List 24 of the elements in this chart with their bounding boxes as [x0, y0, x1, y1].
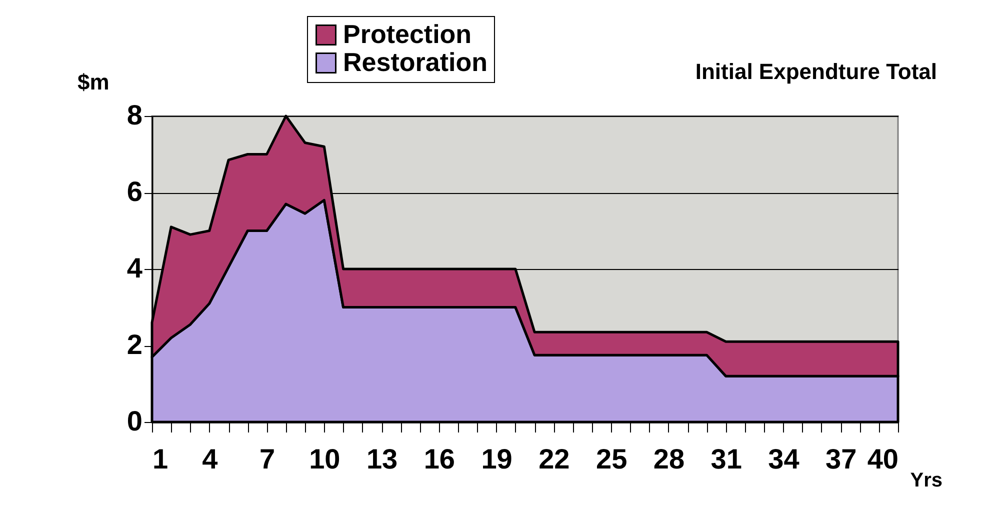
y-tick-label: 0	[126, 406, 142, 436]
x-tick-label: 10	[309, 444, 340, 474]
y-tick-label: 4	[126, 252, 143, 284]
x-tick-label: 25	[596, 444, 628, 474]
legend-label: Restoration	[343, 47, 488, 77]
y-tick-label: 2	[126, 329, 142, 360]
y-tick-label: 8	[126, 100, 142, 130]
x-tick-label: 34	[768, 444, 800, 474]
x-tick-label: 31	[710, 444, 742, 474]
x-tick-label: 19	[481, 444, 512, 474]
chart-title: Initial Expendture Total	[695, 59, 937, 84]
y-axis-title: $m	[78, 70, 110, 94]
x-tick-label: 40	[867, 444, 898, 474]
x-tick-label: 7	[259, 444, 276, 474]
x-tick-label: 4	[202, 444, 218, 474]
x-tick-label: 13	[366, 444, 398, 474]
x-tick-label: 28	[653, 444, 685, 474]
x-tick-label: 1	[152, 444, 168, 474]
x-axis-title: Yrs	[910, 470, 942, 492]
x-tick-label: 37	[826, 444, 857, 474]
legend-label: Protection	[343, 19, 472, 49]
x-tick-label: 16	[424, 444, 455, 474]
x-tick-label: 22	[538, 444, 570, 474]
y-tick-label: 6	[126, 176, 142, 207]
